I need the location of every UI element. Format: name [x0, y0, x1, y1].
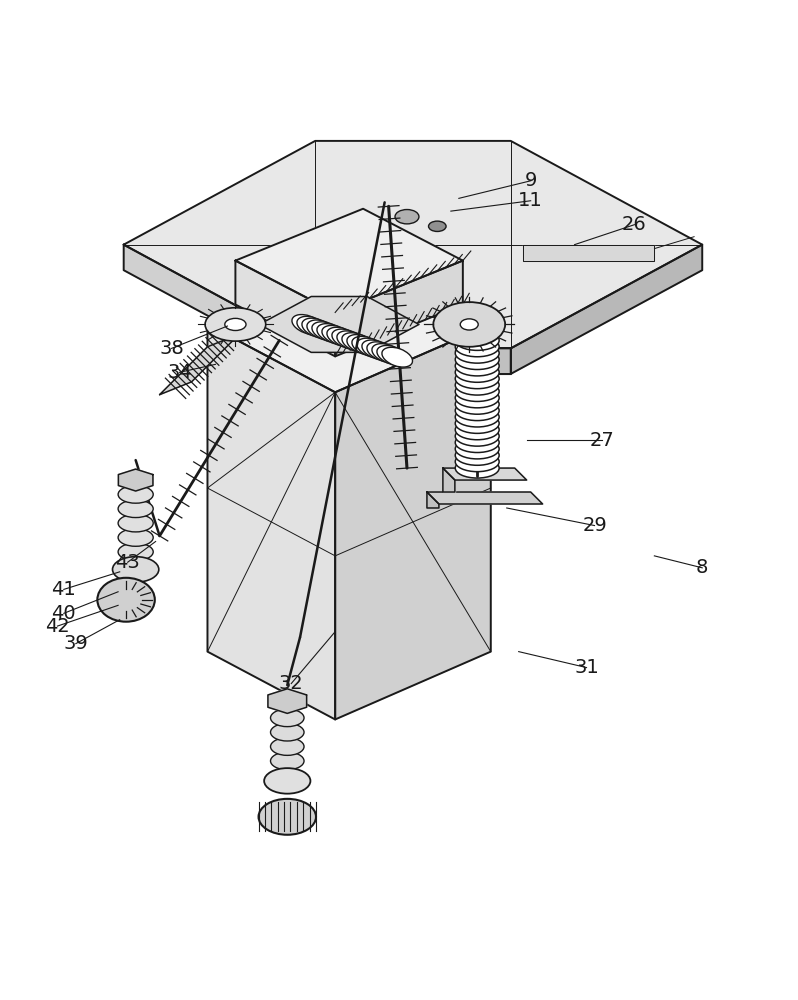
Polygon shape: [118, 469, 153, 491]
Text: 34: 34: [167, 363, 192, 382]
Ellipse shape: [455, 407, 500, 427]
Text: 38: 38: [159, 339, 184, 358]
Text: 8: 8: [696, 558, 709, 577]
Polygon shape: [335, 324, 491, 719]
Ellipse shape: [460, 319, 478, 330]
Ellipse shape: [225, 318, 246, 331]
Ellipse shape: [205, 308, 266, 341]
Polygon shape: [124, 245, 315, 374]
Text: 31: 31: [574, 658, 599, 677]
Ellipse shape: [455, 369, 500, 389]
Ellipse shape: [271, 752, 304, 770]
Ellipse shape: [455, 452, 500, 472]
Polygon shape: [427, 492, 439, 508]
Ellipse shape: [347, 335, 377, 354]
Ellipse shape: [377, 345, 408, 365]
Ellipse shape: [372, 344, 402, 363]
Ellipse shape: [455, 439, 500, 459]
Ellipse shape: [455, 445, 500, 465]
Ellipse shape: [317, 324, 347, 343]
Ellipse shape: [357, 338, 388, 358]
Ellipse shape: [455, 426, 500, 446]
Polygon shape: [268, 689, 306, 713]
Ellipse shape: [455, 350, 500, 370]
Ellipse shape: [264, 768, 310, 794]
Text: 26: 26: [622, 215, 647, 234]
Polygon shape: [235, 261, 335, 356]
Ellipse shape: [455, 337, 500, 357]
Ellipse shape: [312, 322, 342, 342]
Text: 27: 27: [590, 431, 615, 450]
Polygon shape: [124, 141, 702, 348]
Ellipse shape: [367, 342, 397, 362]
Ellipse shape: [271, 723, 304, 741]
Ellipse shape: [362, 340, 393, 360]
Ellipse shape: [113, 557, 159, 582]
Ellipse shape: [455, 413, 500, 433]
Polygon shape: [443, 468, 455, 492]
Ellipse shape: [429, 221, 446, 231]
Polygon shape: [259, 297, 419, 352]
Polygon shape: [523, 245, 654, 261]
Ellipse shape: [302, 318, 333, 338]
Polygon shape: [335, 261, 463, 356]
Ellipse shape: [97, 578, 155, 622]
Ellipse shape: [297, 316, 327, 336]
Ellipse shape: [382, 347, 413, 367]
Polygon shape: [207, 324, 335, 719]
Polygon shape: [207, 257, 491, 392]
Polygon shape: [427, 492, 543, 504]
Text: 39: 39: [63, 634, 89, 653]
Text: 41: 41: [51, 580, 77, 599]
Ellipse shape: [118, 529, 153, 546]
Ellipse shape: [455, 401, 500, 421]
Ellipse shape: [118, 500, 153, 518]
Ellipse shape: [455, 375, 500, 395]
Ellipse shape: [271, 738, 304, 755]
Ellipse shape: [455, 420, 500, 440]
Ellipse shape: [455, 343, 500, 363]
Text: 42: 42: [45, 617, 70, 636]
Text: 11: 11: [518, 191, 543, 210]
Ellipse shape: [455, 381, 500, 401]
Ellipse shape: [342, 333, 373, 353]
Ellipse shape: [395, 210, 419, 224]
Text: 9: 9: [524, 171, 537, 190]
Ellipse shape: [271, 709, 304, 727]
Ellipse shape: [292, 315, 322, 334]
Ellipse shape: [455, 388, 500, 408]
Ellipse shape: [332, 329, 362, 349]
Text: 40: 40: [52, 604, 76, 623]
Ellipse shape: [455, 458, 500, 478]
Polygon shape: [511, 245, 702, 374]
Ellipse shape: [455, 356, 500, 376]
Polygon shape: [235, 209, 463, 312]
Ellipse shape: [118, 543, 153, 561]
Polygon shape: [315, 348, 511, 374]
Ellipse shape: [455, 362, 500, 382]
Ellipse shape: [322, 325, 353, 345]
Ellipse shape: [455, 394, 500, 414]
Ellipse shape: [118, 486, 153, 503]
Ellipse shape: [307, 320, 338, 340]
Ellipse shape: [259, 799, 316, 835]
Text: 43: 43: [115, 553, 140, 572]
Text: 32: 32: [279, 674, 304, 693]
Polygon shape: [443, 468, 527, 480]
Ellipse shape: [352, 336, 382, 356]
Ellipse shape: [118, 514, 153, 532]
Text: 29: 29: [582, 516, 607, 535]
Ellipse shape: [455, 330, 500, 350]
Ellipse shape: [455, 433, 500, 453]
Polygon shape: [160, 334, 239, 395]
Ellipse shape: [327, 327, 358, 347]
Ellipse shape: [337, 331, 368, 351]
Ellipse shape: [433, 302, 505, 347]
